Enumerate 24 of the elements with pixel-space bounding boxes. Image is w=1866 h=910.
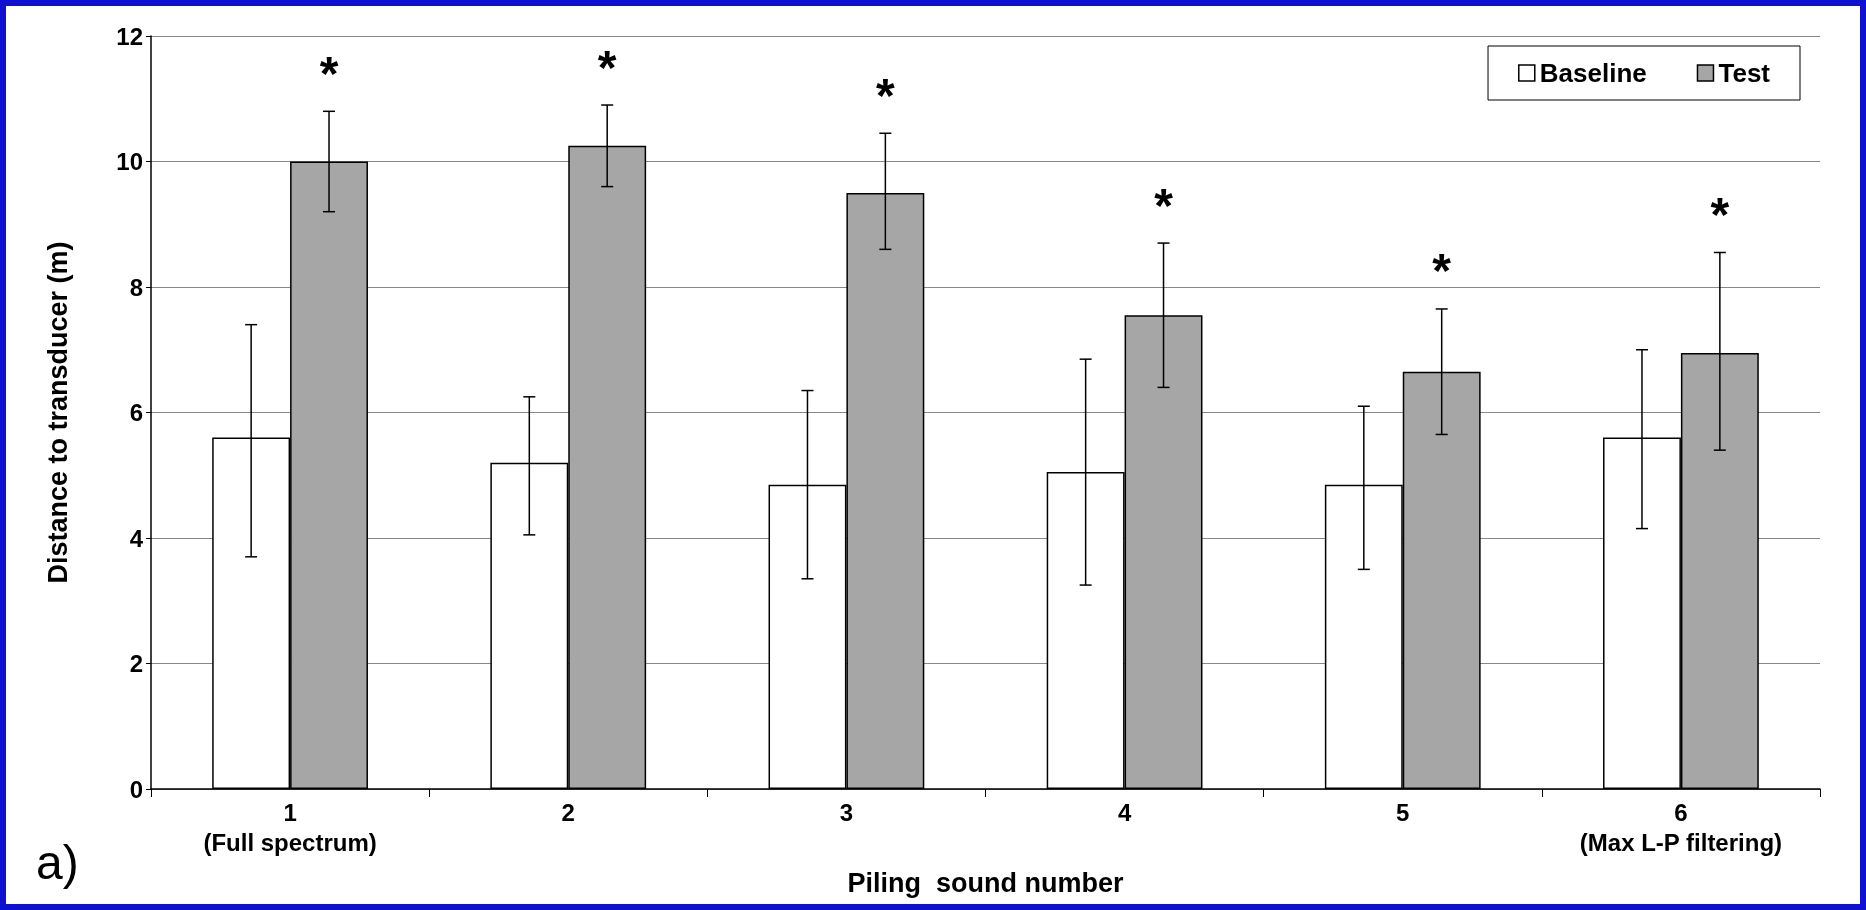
- annotation: *: [1432, 244, 1452, 298]
- text: a): [36, 835, 79, 890]
- annotation: *: [876, 68, 896, 122]
- legend-label: Baseline: [1539, 58, 1647, 88]
- annotation: *: [1154, 178, 1174, 232]
- annotation: *: [597, 40, 617, 94]
- x-tick-label: 4: [1117, 798, 1132, 826]
- legend-label: Test: [1718, 58, 1771, 88]
- y-tick-label: 10: [116, 148, 143, 175]
- y-axis-title: Distance to transducer (m): [42, 241, 73, 584]
- y-tick-label: 2: [129, 650, 143, 677]
- y-tick-label: 12: [116, 22, 143, 50]
- y-tick-label: 8: [129, 273, 143, 301]
- x-tick-label: 3: [839, 798, 854, 826]
- y-tick-label: 0: [129, 775, 143, 803]
- annotation: *: [319, 46, 339, 100]
- x-tick-label: 5: [1396, 798, 1410, 826]
- x-axis-title: Piling sound number: [847, 867, 1124, 898]
- x-tick-label: 2: [561, 798, 575, 826]
- y-tick-label: 4: [129, 524, 144, 552]
- x-tick-label: 1 (Full spectrum): [203, 798, 377, 856]
- x-tick-label: 6 (Max L-P filtering): [1579, 798, 1783, 856]
- annotation: *: [1710, 187, 1730, 241]
- y-tick-label: 6: [129, 399, 143, 426]
